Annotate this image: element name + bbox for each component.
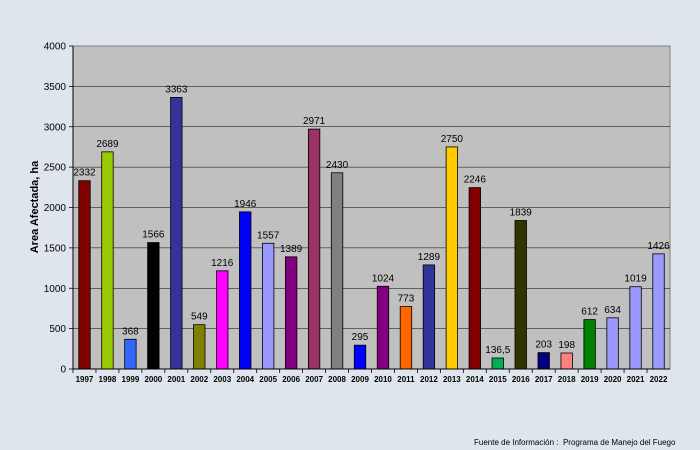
x-tick-label-2005: 2005 <box>259 375 277 384</box>
y-tick-label: 3500 <box>44 82 67 93</box>
x-tick-label-2000: 2000 <box>144 375 162 384</box>
x-tick-label-2020: 2020 <box>604 375 622 384</box>
x-tick-label-1998: 1998 <box>99 375 117 384</box>
data-label-1997: 2332 <box>73 168 96 179</box>
bar-2015 <box>491 357 504 370</box>
x-tick-label-1997: 1997 <box>76 375 94 384</box>
bar-2000 <box>147 242 160 370</box>
data-label-2018: 198 <box>558 340 575 351</box>
bar-2022 <box>652 253 665 370</box>
x-tick-label-2004: 2004 <box>236 375 254 384</box>
y-tick-label: 4000 <box>44 42 67 53</box>
x-tick-label-2022: 2022 <box>650 375 668 384</box>
data-label-2017: 203 <box>535 340 552 351</box>
bar-2001 <box>170 97 183 370</box>
data-label-2009: 295 <box>352 332 369 343</box>
data-label-2021: 1019 <box>624 274 647 285</box>
bar-2017 <box>537 352 550 370</box>
data-label-1998: 2689 <box>96 139 119 150</box>
bar-2016 <box>514 220 527 370</box>
data-label-2004: 1946 <box>234 199 257 210</box>
data-label-1999: 368 <box>122 326 139 337</box>
bar-2008 <box>330 172 344 370</box>
data-label-2002: 549 <box>191 312 208 323</box>
data-label-2013: 2750 <box>441 134 464 145</box>
x-tick-label-2015: 2015 <box>489 375 507 384</box>
x-tick-label-2011: 2011 <box>397 375 415 384</box>
x-tick-label-2008: 2008 <box>328 375 346 384</box>
bar-2021 <box>629 286 642 370</box>
bar-1998 <box>101 151 114 370</box>
data-label-2005: 1557 <box>257 230 280 241</box>
bar-2006 <box>284 256 298 370</box>
data-label-2016: 1839 <box>510 208 533 219</box>
bar-2020 <box>606 317 619 370</box>
x-tick-label-2014: 2014 <box>466 375 484 384</box>
bar-2004 <box>239 211 252 370</box>
data-label-2012: 1289 <box>418 252 441 263</box>
bar-2019 <box>583 319 596 370</box>
bar-2018 <box>560 352 573 370</box>
y-tick-label: 2000 <box>44 203 67 214</box>
x-tick-label-2009: 2009 <box>351 375 369 384</box>
bar-2012 <box>422 264 436 370</box>
data-label-2000: 1566 <box>142 230 165 241</box>
data-label-2001: 3363 <box>165 84 188 95</box>
y-tick-label: 1000 <box>44 284 67 295</box>
bar-2005 <box>262 242 275 370</box>
y-tick-label: 1500 <box>44 243 67 254</box>
bar-2009 <box>353 344 367 370</box>
x-tick-label-2019: 2019 <box>581 375 599 384</box>
data-label-2014: 2246 <box>464 175 487 186</box>
x-tick-label-2001: 2001 <box>167 375 185 384</box>
bar-1999 <box>124 338 137 370</box>
x-tick-label-1999: 1999 <box>122 375 140 384</box>
bar-2002 <box>193 324 206 370</box>
x-tick-label-2012: 2012 <box>420 375 438 384</box>
x-tick-label-2021: 2021 <box>627 375 645 384</box>
x-tick-label-2003: 2003 <box>213 375 231 384</box>
data-label-2006: 1389 <box>280 244 303 255</box>
y-tick-label: 3000 <box>44 122 67 133</box>
data-label-2010: 1024 <box>372 273 395 284</box>
x-tick-label-2006: 2006 <box>282 375 300 384</box>
x-tick-label-2016: 2016 <box>512 375 530 384</box>
data-label-2003: 1216 <box>211 258 234 269</box>
y-tick-label: 0 <box>60 365 66 376</box>
x-tick-label-2013: 2013 <box>443 375 461 384</box>
data-label-2008: 2430 <box>326 160 349 171</box>
x-tick-label-2010: 2010 <box>374 375 392 384</box>
x-tick-label-2002: 2002 <box>190 375 208 384</box>
y-tick-label: 2500 <box>44 163 67 174</box>
x-tick-label-2018: 2018 <box>558 375 576 384</box>
data-label-2011: 773 <box>398 294 415 305</box>
bar-2014 <box>468 187 481 370</box>
bar-1997 <box>78 180 91 370</box>
y-tick-label: 500 <box>49 324 66 335</box>
x-axis-ticks: 1997 1998 1999 2000 2001 2002 2003 2004 2005 2006… <box>72 369 668 384</box>
y-axis-title: Area Afectada, ha <box>29 160 41 253</box>
data-label-2020: 634 <box>604 305 621 316</box>
bar-2007 <box>307 128 321 370</box>
x-tick-label-2007: 2007 <box>305 375 323 384</box>
data-label-2022: 1426 <box>647 241 670 252</box>
bar-2013 <box>445 146 459 370</box>
data-label-2007: 2971 <box>303 116 326 127</box>
data-label-2019: 612 <box>581 307 598 318</box>
x-tick-label-2017: 2017 <box>535 375 553 384</box>
bar-2003 <box>216 270 229 370</box>
source-note: Fuente de Información : Programa de Mane… <box>474 438 676 447</box>
data-label-2015: 136,5 <box>485 345 510 356</box>
bar-2010 <box>376 285 390 370</box>
bar-2011 <box>399 306 413 370</box>
